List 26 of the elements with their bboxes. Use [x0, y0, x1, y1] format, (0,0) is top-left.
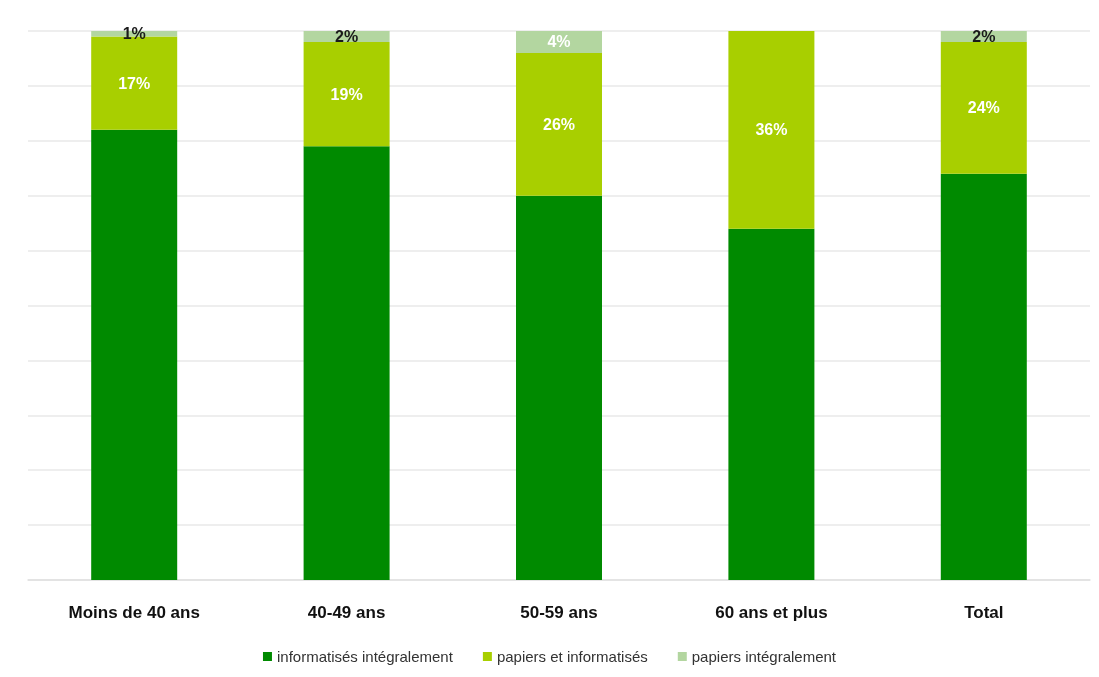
legend-label: papiers intégralement — [691, 648, 837, 665]
bar — [516, 52, 602, 196]
data-label: 4% — [547, 33, 571, 51]
data-label: 19% — [330, 85, 363, 103]
x-tick-label: Total — [964, 603, 1004, 622]
data-label: 36% — [755, 121, 788, 139]
bar — [516, 195, 602, 580]
bar — [940, 173, 1027, 580]
x-tick-label: 60 ans et plus — [715, 603, 828, 622]
data-label: 24% — [967, 99, 1000, 117]
bar — [940, 41, 1027, 174]
bar — [516, 31, 602, 53]
data-label: 2% — [335, 27, 359, 45]
bar — [303, 146, 390, 580]
x-tick-label: Moins de 40 ans — [68, 603, 200, 622]
x-tick-label: 40-49 ans — [307, 603, 386, 622]
bar — [303, 41, 390, 147]
bar — [728, 228, 815, 580]
data-label: 2% — [972, 27, 996, 45]
legend-label: papiers et informatisés — [496, 648, 648, 665]
data-label: 17% — [118, 74, 151, 92]
x-tick-label: 50-59 ans — [520, 603, 598, 622]
bar — [91, 129, 178, 580]
legend-label: informatisés intégralement — [276, 648, 454, 665]
bar — [728, 31, 815, 229]
data-label: 26% — [542, 115, 576, 133]
